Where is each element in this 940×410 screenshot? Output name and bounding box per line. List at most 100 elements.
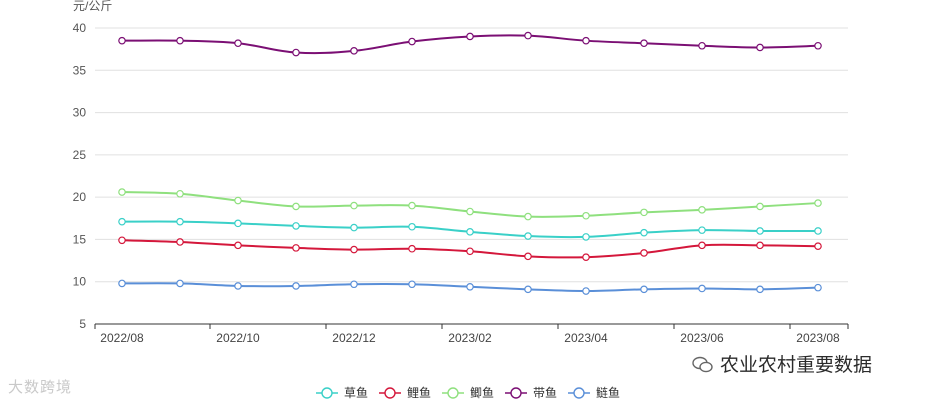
legend-item[interactable]: 鲢鱼: [568, 385, 620, 400]
data-point: [814, 227, 822, 235]
data-point: [640, 228, 648, 237]
data-point: [292, 282, 300, 290]
data-point: [408, 222, 416, 231]
legend-marker: [447, 387, 459, 399]
data-point: [176, 238, 184, 246]
series-2: [118, 188, 822, 221]
y-tick-label: 35: [73, 63, 87, 77]
data-point: [814, 242, 822, 250]
legend-label: 鲫鱼: [470, 386, 494, 400]
watermark-right-text: 农业农村重要数据: [720, 354, 873, 376]
data-point: [234, 219, 242, 228]
data-point: [524, 31, 532, 40]
y-tick-label: 20: [73, 190, 87, 204]
series-4: [118, 279, 822, 295]
x-tick-label: 2022/08: [100, 331, 144, 345]
wechat-icon: [692, 356, 713, 373]
watermark-right: 农业农村重要数据: [692, 350, 872, 377]
data-point: [698, 206, 706, 214]
data-point: [176, 36, 184, 45]
data-point: [582, 36, 590, 45]
x-tick-label: 2023/08: [796, 331, 840, 345]
data-point: [350, 201, 358, 210]
data-point: [524, 252, 532, 261]
data-point: [408, 37, 416, 46]
legend-item[interactable]: 带鱼: [505, 386, 557, 400]
data-point: [350, 280, 358, 289]
data-point: [814, 41, 822, 50]
data-point: [582, 211, 590, 220]
data-point: [756, 202, 764, 211]
data-point: [582, 233, 590, 241]
data-point: [118, 217, 126, 226]
legend-label: 鲢鱼: [596, 385, 620, 400]
data-point: [640, 208, 648, 217]
y-axis-label: 元/公斤: [73, 0, 112, 13]
data-point: [466, 207, 474, 216]
legend[interactable]: 草鱼 鲤鱼 鲫鱼 带鱼 鲢鱼: [316, 385, 620, 400]
series-3: [118, 31, 822, 57]
data-point: [118, 236, 126, 245]
data-point: [640, 39, 648, 48]
y-tick-label: 10: [73, 275, 87, 289]
data-point: [466, 32, 474, 41]
data-point: [176, 189, 184, 198]
data-point: [466, 247, 474, 256]
data-point: [524, 232, 532, 240]
y-tick-label: 25: [73, 148, 87, 162]
series-0: [118, 217, 822, 241]
data-point: [756, 227, 764, 235]
data-point: [118, 188, 126, 196]
data-point: [814, 283, 822, 292]
y-tick-label: 40: [73, 21, 87, 35]
data-point: [350, 223, 358, 232]
data-point: [234, 39, 242, 48]
data-point: [292, 48, 300, 57]
legend-item[interactable]: 鲤鱼: [379, 386, 431, 400]
data-point: [234, 196, 242, 205]
data-point: [640, 249, 648, 257]
legend-marker: [321, 387, 333, 399]
data-point: [756, 241, 764, 250]
x-tick-label: 2022/12: [332, 331, 376, 345]
legend-item[interactable]: 草鱼: [316, 386, 368, 400]
data-point: [814, 199, 822, 207]
data-point: [466, 228, 474, 236]
watermark-left: 大数跨境: [8, 376, 72, 397]
data-point: [350, 245, 358, 254]
legend-item[interactable]: 鲫鱼: [442, 386, 494, 400]
x-tick-label: 2023/04: [564, 331, 608, 345]
data-point: [698, 226, 706, 234]
data-point: [524, 285, 532, 294]
x-tick-label: 2023/02: [448, 331, 492, 345]
legend-marker: [573, 387, 585, 399]
data-point: [292, 244, 300, 252]
series-1: [118, 236, 822, 261]
data-point: [408, 244, 416, 253]
legend-marker: [510, 387, 522, 399]
data-point: [408, 280, 416, 289]
data-point: [640, 285, 648, 294]
legend-label: 带鱼: [533, 386, 557, 400]
x-tick-label: 2022/10: [216, 331, 260, 345]
data-point: [698, 241, 706, 250]
x-tick-label: 2023/06: [680, 331, 724, 345]
data-point: [234, 282, 242, 290]
legend-label: 鲤鱼: [407, 386, 431, 400]
data-point: [582, 253, 590, 261]
watermark-left-text: 大数跨境: [8, 378, 73, 396]
series-lines: [118, 31, 822, 295]
data-point: [292, 222, 300, 230]
data-point: [408, 201, 416, 210]
data-point: [292, 202, 300, 211]
data-point: [118, 279, 126, 288]
data-point: [176, 217, 184, 226]
data-point: [582, 287, 590, 295]
data-point: [524, 212, 532, 221]
axes: 5 10 15 20 25 30 35 40 元/公斤 2022/08 2022/10 2022/12…: [73, 0, 849, 345]
y-tick-label: 30: [73, 106, 87, 120]
y-tick-label: 15: [73, 232, 87, 246]
data-point: [466, 282, 474, 291]
